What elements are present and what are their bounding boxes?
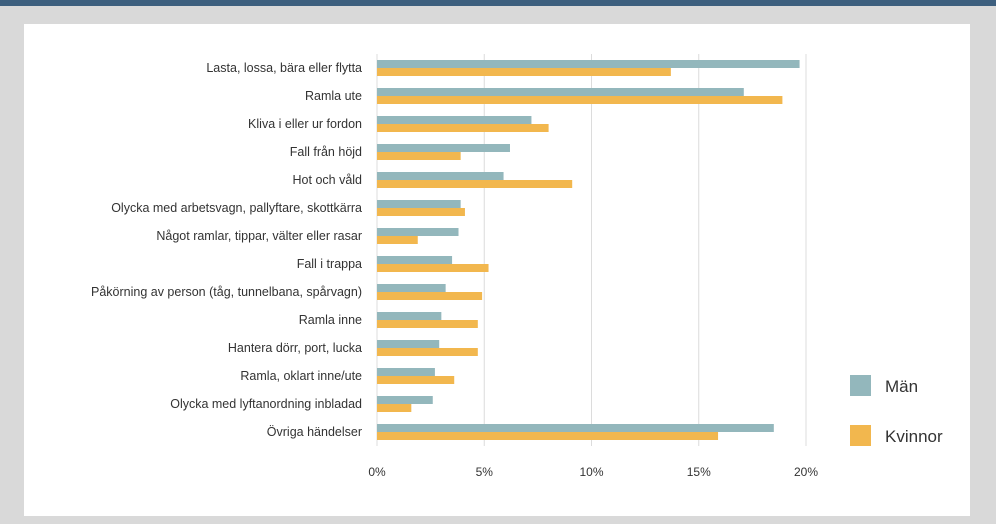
bar-man: [377, 424, 774, 432]
x-tick-label: 10%: [579, 465, 603, 479]
category-label: Fall i trappa: [297, 257, 362, 271]
x-tick-label: 0%: [368, 465, 386, 479]
legend-label: Kvinnor: [885, 427, 943, 446]
bar-kvinnor: [377, 348, 478, 356]
bar-man: [377, 200, 461, 208]
bar-man: [377, 340, 440, 348]
category-label: Påkörning av person (tåg, tunnelbana, sp…: [91, 285, 362, 299]
bar-kvinnor: [377, 124, 549, 132]
top-stripe: [0, 0, 996, 6]
category-label: Något ramlar, tippar, välter eller rasar: [156, 229, 362, 243]
bar-kvinnor: [377, 236, 418, 244]
category-label: Hot och våld: [293, 173, 363, 187]
bar-kvinnor: [377, 320, 478, 328]
category-label: Hantera dörr, port, lucka: [228, 341, 362, 355]
bar-man: [377, 312, 442, 320]
category-label: Övriga händelser: [267, 425, 362, 439]
bar-man: [377, 144, 510, 152]
x-tick-label: 5%: [476, 465, 494, 479]
x-tick-label: 15%: [687, 465, 711, 479]
bar-kvinnor: [377, 208, 465, 216]
category-label: Ramla inne: [299, 313, 362, 327]
legend-swatch: [850, 375, 871, 396]
category-label: Ramla ute: [305, 89, 362, 103]
bar-kvinnor: [377, 292, 483, 300]
bar-kvinnor: [377, 180, 573, 188]
bar-kvinnor: [377, 68, 671, 76]
category-label: Kliva i eller ur fordon: [248, 117, 362, 131]
bar-man: [377, 368, 435, 376]
bar-man: [377, 256, 453, 264]
bar-kvinnor: [377, 432, 719, 440]
bar-kvinnor: [377, 96, 783, 104]
legend-swatch: [850, 425, 871, 446]
bar-man: [377, 172, 504, 180]
bar-kvinnor: [377, 376, 455, 384]
bar-man: [377, 88, 744, 96]
bar-man: [377, 60, 800, 68]
legend-label: Män: [885, 377, 918, 396]
bar-man: [377, 228, 459, 236]
bar-kvinnor: [377, 264, 489, 272]
bar-kvinnor: [377, 152, 461, 160]
bar-kvinnor: [377, 404, 412, 412]
bar-man: [377, 284, 446, 292]
x-tick-label: 20%: [794, 465, 818, 479]
category-label: Lasta, lossa, bära eller flytta: [206, 61, 362, 75]
category-label: Ramla, oklart inne/ute: [240, 369, 362, 383]
category-label: Fall från höjd: [290, 145, 362, 159]
bar-man: [377, 396, 433, 404]
category-label: Olycka med arbetsvagn, pallyftare, skott…: [111, 201, 362, 215]
category-label: Olycka med lyftanordning inbladad: [170, 397, 362, 411]
bar-man: [377, 116, 532, 124]
